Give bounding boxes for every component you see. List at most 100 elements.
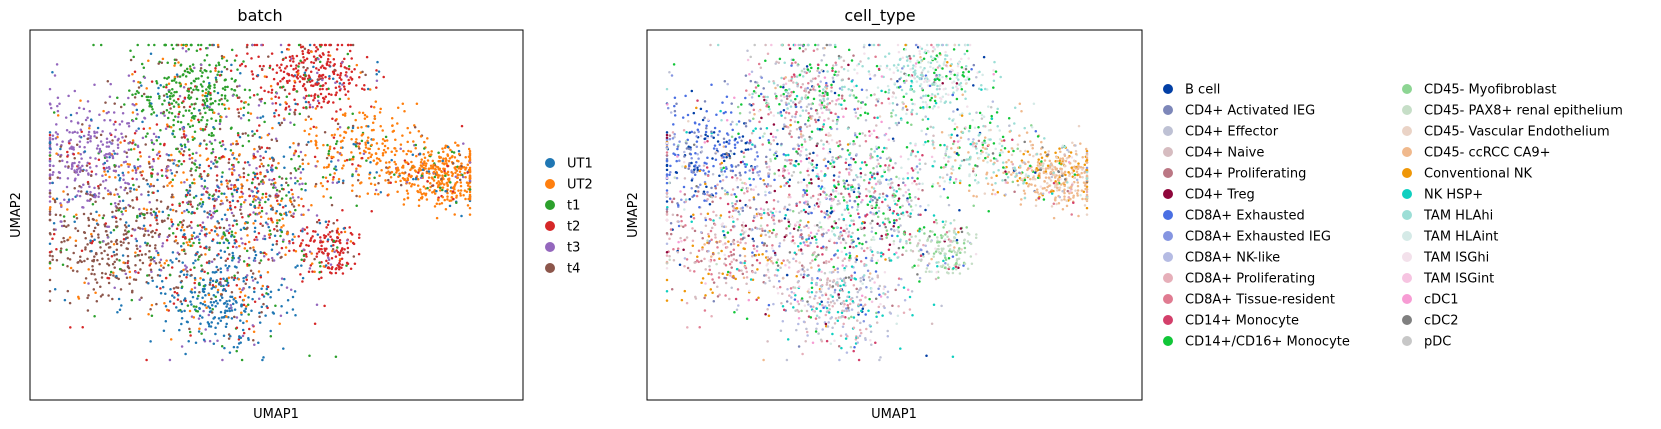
- batch-point-ut2: [415, 102, 419, 106]
- batch-point-t4: [215, 80, 218, 83]
- batch-point-t1: [204, 111, 207, 115]
- batch-point-t2: [370, 209, 373, 213]
- batch-point-ut1: [367, 125, 370, 128]
- batch-point-ut1: [262, 356, 265, 359]
- cell-type-point-cd8a-proliferating: [953, 227, 957, 231]
- cell-type-point-cd8a-exhausted-ieg: [1018, 171, 1021, 175]
- batch-point-ut2: [301, 162, 305, 165]
- batch-point-t1: [318, 60, 322, 64]
- batch-point-ut1: [199, 301, 202, 305]
- batch-point-t3: [294, 176, 297, 180]
- batch-point-t4: [301, 158, 304, 161]
- batch-point-t4: [115, 220, 118, 223]
- batch-point-t3: [245, 274, 249, 277]
- batch-point-t2: [339, 241, 342, 245]
- batch-point-t3: [217, 112, 220, 116]
- batch-point-t2: [320, 106, 323, 109]
- batch-point-t3: [93, 135, 96, 138]
- batch-point-ut1: [259, 116, 262, 120]
- cell-type-point-cd45-pax8-renal-epithelium: [940, 249, 944, 253]
- cell-type-point-tam-hlahi: [1000, 144, 1004, 148]
- batch-point-ut2: [336, 127, 340, 131]
- batch-point-t1: [189, 86, 192, 90]
- cell-type-point-tam-hlahi: [1023, 196, 1027, 200]
- batch-point-t3: [164, 174, 168, 178]
- batch-point-t1: [191, 152, 195, 156]
- batch-point-ut2: [234, 231, 237, 235]
- cell-type-point-conventional-nk: [957, 230, 960, 234]
- cell-type-point-cd45-ccrcc-ca9: [950, 147, 953, 150]
- batch-point-t2: [205, 147, 208, 150]
- batch-point-t4: [259, 158, 262, 162]
- batch-point-t1: [178, 159, 181, 163]
- cell-type-point-conventional-nk: [995, 174, 998, 177]
- batch-legend-item-ut2: UT2: [545, 178, 593, 193]
- cell-type-point-cd45-ccrcc-ca9: [967, 189, 971, 192]
- batch-point-ut2: [282, 224, 285, 227]
- batch-point-t1: [123, 103, 126, 106]
- batch-point-ut1: [273, 111, 276, 115]
- batch-point-t3: [159, 111, 163, 115]
- batch-point-ut1: [184, 145, 187, 149]
- batch-point-t3: [338, 126, 342, 129]
- batch-point-ut2: [56, 114, 60, 117]
- batch-point-t3: [89, 156, 92, 159]
- batch-point-t4: [119, 218, 122, 221]
- batch-point-t1: [242, 60, 245, 63]
- batch-point-t1: [182, 43, 185, 47]
- cell-type-point-cdc2: [1046, 153, 1049, 157]
- batch-point-t2: [336, 251, 340, 254]
- batch-point-t2: [231, 224, 235, 227]
- batch-point-t3: [55, 143, 59, 146]
- batch-point-t4: [148, 249, 151, 253]
- batch-point-t1: [48, 261, 52, 265]
- batch-point-ut1: [175, 257, 178, 261]
- batch-point-t3: [85, 169, 88, 172]
- batch-point-t4: [169, 107, 172, 110]
- batch-point-t4: [108, 246, 112, 249]
- batch-point-t4: [140, 296, 143, 299]
- batch-point-t1: [207, 90, 210, 94]
- batch-point-ut1: [112, 250, 116, 254]
- batch-point-t3: [256, 116, 259, 120]
- batch-point-t1: [172, 79, 176, 82]
- batch-point-ut2: [419, 161, 423, 164]
- batch-point-ut2: [204, 91, 208, 95]
- cell-type-point-cdc2: [908, 54, 911, 58]
- batch-point-t1: [319, 84, 322, 88]
- cell-type-point-cdc1: [914, 62, 918, 65]
- batch-point-ut2: [199, 276, 202, 280]
- batch-point-ut2: [315, 134, 318, 138]
- batch-point-t3: [184, 49, 188, 53]
- cell-type-point-cd45-vascular-endothelium: [1085, 213, 1089, 216]
- batch-point-ut2: [441, 186, 445, 189]
- batch-point-t4: [180, 279, 183, 283]
- batch-point-t2: [326, 57, 330, 61]
- batch-point-ut1: [270, 248, 274, 252]
- batch-point-ut1: [230, 317, 234, 320]
- batch-point-ut2: [128, 276, 132, 279]
- batch-point-t3: [141, 136, 145, 140]
- batch-point-t3: [49, 106, 53, 110]
- batch-point-t2: [203, 128, 207, 131]
- batch-point-ut2: [377, 147, 380, 151]
- batch-point-t3: [96, 144, 100, 147]
- batch-point-ut1: [120, 304, 123, 307]
- batch-point-ut1: [193, 276, 197, 280]
- batch-point-t1: [197, 294, 200, 298]
- batch-point-t1: [220, 144, 223, 148]
- batch-point-t4: [53, 200, 57, 204]
- batch-point-t1: [113, 164, 116, 167]
- batch-point-ut2: [293, 152, 296, 155]
- batch-point-t2: [240, 62, 244, 66]
- cell-type-point-cd45-pax8-renal-epithelium: [963, 250, 967, 254]
- batch-point-t4: [184, 252, 187, 256]
- batch-point-t1: [172, 99, 176, 102]
- cell-type-point-tam-hlaint: [977, 156, 981, 160]
- cell-type-point-cdc2: [991, 152, 995, 155]
- cell-type-point-cd14-cd16-monocyte: [952, 48, 956, 51]
- batch-point-t4: [95, 136, 98, 139]
- batch-point-ut1: [253, 205, 256, 209]
- batch-point-ut1: [201, 278, 205, 282]
- cell-type-point-cd45-vascular-endothelium: [1073, 176, 1076, 180]
